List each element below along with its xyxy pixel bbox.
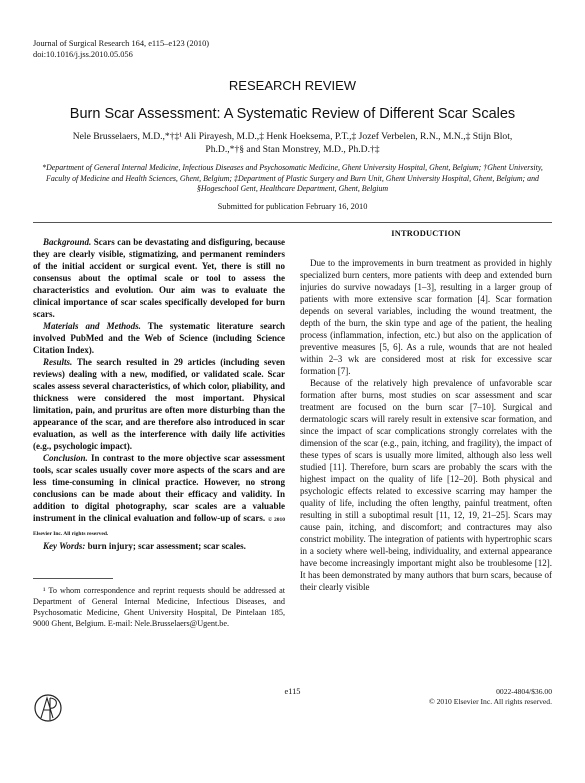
journal-citation: Journal of Surgical Research 164, e115–e… bbox=[33, 39, 210, 48]
affiliations: *Department of General Internal Medicine… bbox=[42, 163, 543, 193]
logo-ring bbox=[34, 694, 62, 722]
footer-info: 0022-4804/$36.00 © 2010 Elsevier Inc. Al… bbox=[429, 687, 552, 707]
label: Background. bbox=[43, 237, 92, 247]
authors: Nele Brusselaers, M.D.,*†‡¹ Ali Pirayesh… bbox=[72, 131, 513, 155]
text: The systematic literature search involve… bbox=[33, 321, 286, 355]
abstract-results: Results. The search resulted in 29 artic… bbox=[33, 356, 285, 452]
introduction: INTRODUCTION Due to the improvements in … bbox=[300, 228, 552, 593]
footnote: ¹ To whom correspondence and reprint req… bbox=[33, 586, 285, 628]
keywords: Key Words: burn injury; scar assessment;… bbox=[33, 540, 285, 552]
label: Conclusion. bbox=[43, 453, 88, 463]
logo-glyph bbox=[40, 696, 57, 720]
issn: 0022-4804/$36.00 bbox=[496, 687, 552, 696]
abstract-conclusion: Conclusion. In contrast to the more obje… bbox=[33, 452, 285, 540]
journal-header: Journal of Surgical Research 164, e115–e… bbox=[33, 39, 209, 60]
submitted-date: Submitted for publication February 16, 2… bbox=[217, 202, 368, 211]
copyright: © 2010 Elsevier Inc. All rights reserved… bbox=[33, 517, 286, 537]
text: In contrast to the more objective scar a… bbox=[33, 453, 285, 523]
divider bbox=[33, 222, 552, 223]
label: Results. bbox=[43, 357, 73, 367]
paragraph: Due to the improvements in burn treatmen… bbox=[300, 258, 552, 376]
abstract: Background. Scars can be devastating and… bbox=[33, 236, 285, 552]
abstract-methods: Materials and Methods. The systematic li… bbox=[33, 320, 285, 356]
footnote-rule bbox=[33, 578, 113, 579]
label: Key Words: bbox=[43, 541, 86, 551]
page-number: e115 bbox=[284, 687, 301, 696]
section-heading: INTRODUCTION bbox=[391, 229, 461, 238]
publisher-logo bbox=[34, 694, 62, 722]
section-label: RESEARCH REVIEW bbox=[228, 78, 357, 93]
copyright: © 2010 Elsevier Inc. All rights reserved… bbox=[428, 697, 552, 706]
label: Materials and Methods. bbox=[43, 321, 141, 331]
doi: doi:10.1016/j.jss.2010.05.056 bbox=[33, 49, 133, 59]
abstract-background: Background. Scars can be devastating and… bbox=[33, 236, 285, 320]
text: Scars can be devastating and disfiguring… bbox=[33, 237, 285, 319]
article-title: Burn Scar Assessment: A Systematic Revie… bbox=[69, 106, 516, 122]
paragraph: Because of the relatively high prevalenc… bbox=[300, 378, 552, 592]
text: The search resulted in 29 articles (incl… bbox=[33, 357, 285, 451]
text: burn injury; scar assessment; scar scale… bbox=[87, 541, 246, 551]
